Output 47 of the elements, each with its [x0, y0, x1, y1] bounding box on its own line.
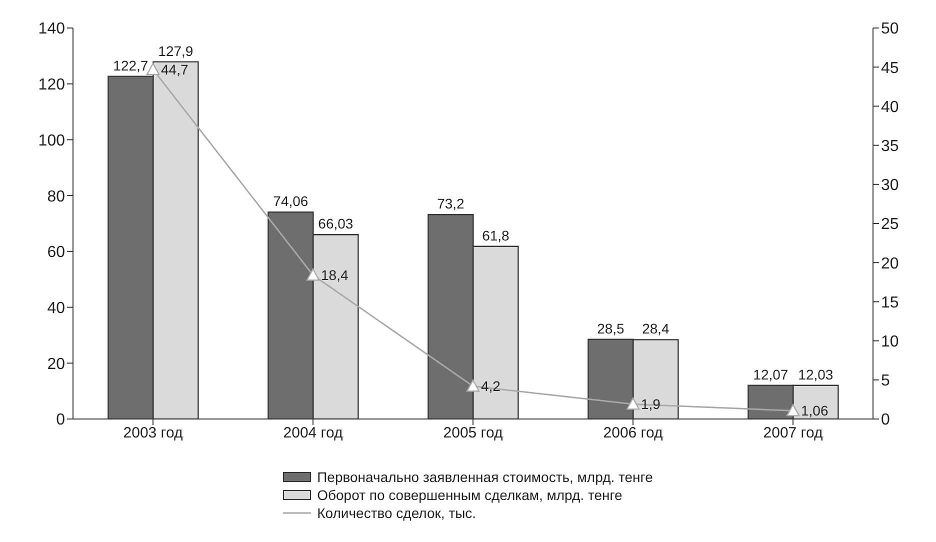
data-label: 18,4	[321, 267, 348, 284]
x-tick-label: 2007 год	[763, 424, 823, 442]
y2-tick-label: 40	[881, 98, 899, 116]
point	[626, 398, 640, 410]
y2-tick-label: 35	[881, 138, 899, 155]
x-tick-label: 2004 год	[283, 424, 343, 442]
y2-tick-label: 45	[881, 60, 899, 77]
legend-label: Оборот по совершенным сделкам, млрд. тенге	[317, 487, 622, 503]
data-label: 74,06	[273, 193, 308, 210]
data-label: 12,03	[798, 366, 834, 382]
y-tick-label: 60	[47, 244, 66, 262]
point	[466, 380, 480, 392]
y-tick-label: 20	[47, 356, 66, 373]
data-label: 122,7	[113, 57, 148, 74]
y-tick-label: 140	[38, 20, 66, 38]
data-label: 1,06	[801, 402, 828, 419]
data-label: 61,8	[482, 227, 510, 244]
x-tick-label: 2003 год	[123, 424, 183, 442]
y-tick-label: 40	[47, 300, 66, 317]
y2-tick-label: 10	[881, 333, 899, 350]
data-label: 1,9	[641, 396, 661, 412]
legend-label: Количество сделок, тыс.	[317, 505, 476, 521]
y2-tick-label: 25	[881, 216, 899, 234]
y2-tick-label: 50	[881, 20, 899, 38]
x-tick-label: 2005 год	[443, 424, 503, 442]
y2-tick-label: 20	[881, 255, 899, 272]
point	[306, 268, 320, 281]
y-tick-label: 100	[38, 132, 66, 150]
y2-tick-label: 30	[881, 177, 899, 194]
point	[146, 62, 160, 76]
data-label: 73,2	[437, 196, 465, 212]
legend-label: Первоначально заявленная стоимость, млрд. тенге	[317, 469, 653, 485]
data-label: 4,2	[481, 378, 501, 394]
data-label: 28,4	[642, 320, 670, 337]
point	[786, 404, 800, 416]
y2-tick-label: 0	[881, 412, 890, 429]
data-label: 127,9	[158, 42, 194, 59]
data-label: 66,03	[318, 216, 354, 232]
data-label: 44,7	[161, 61, 188, 78]
y-tick-label: 80	[47, 188, 66, 206]
y-tick-label: 0	[56, 412, 66, 429]
data-label: 28,5	[597, 320, 625, 336]
y-tick-label: 120	[38, 76, 66, 94]
y2-tick-label: 5	[881, 372, 890, 390]
x-tick-label: 2006 год	[603, 424, 663, 442]
y2-tick-label: 15	[881, 294, 899, 312]
data-label: 12,07	[753, 366, 788, 382]
